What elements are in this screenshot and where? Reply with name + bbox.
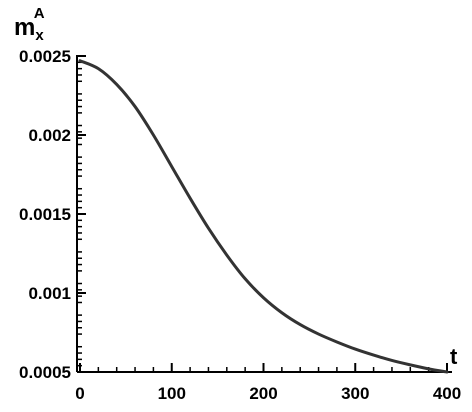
x-tick-label: 400 [433, 384, 461, 403]
y-tick-label: 0.0025 [19, 47, 71, 66]
y-tick-label: 0.0015 [19, 205, 71, 224]
y-axis-major-ticks: 0.0005 0.001 0.0015 0.002 0.0025 [19, 47, 86, 382]
x-tick-label: 0 [75, 384, 84, 403]
x-axis-title: t [450, 344, 458, 369]
x-tick-label: 300 [341, 384, 369, 403]
y-axis: 0.0005 0.001 0.0015 0.002 0.0025 [19, 47, 86, 382]
y-axis-title: mxA [14, 5, 45, 44]
x-axis-major-ticks: 0 100 200 300 400 [75, 363, 461, 403]
x-tick-label: 200 [249, 384, 277, 403]
x-axis-minor-ticks [97, 367, 430, 372]
y-tick-label: 0.002 [28, 126, 71, 145]
y-axis-title-subscript: x [35, 27, 44, 44]
series-line [78, 59, 449, 374]
y-tick-label: 0.001 [28, 284, 71, 303]
y-tick-label: 0.0005 [19, 363, 71, 382]
y-axis-minor-ticks [77, 61, 82, 367]
x-axis: 0 100 200 300 400 [75, 363, 461, 403]
x-tick-label: 100 [158, 384, 186, 403]
y-axis-title-superscript: A [34, 5, 45, 22]
y-axis-title-base: m [14, 14, 35, 41]
